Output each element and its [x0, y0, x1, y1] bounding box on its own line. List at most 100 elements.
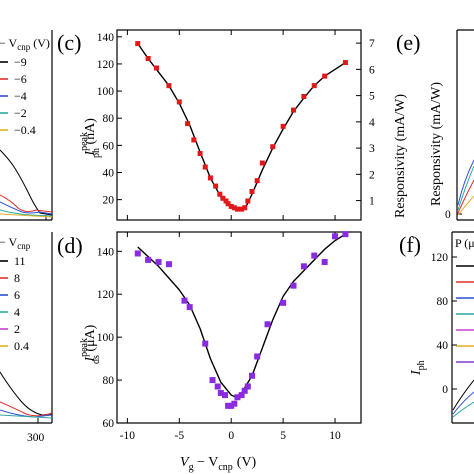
data-point [217, 389, 224, 396]
data-point [280, 299, 287, 306]
data-point [191, 137, 197, 143]
panel-d-y-axis-title: Ipeakds (μA) [79, 324, 102, 364]
data-point [259, 160, 265, 166]
data-point [301, 94, 307, 99]
panel-d-ticks: 60 80 100 120 140 -10 -5 0 5 10 [97, 232, 341, 442]
panel-f-y-axis-title: Iph [409, 360, 427, 376]
data-point [248, 372, 255, 379]
data-point [134, 250, 141, 257]
y2-tick-label: 2 [369, 169, 375, 181]
y-tick-label: 40 [103, 168, 115, 180]
data-point [234, 394, 241, 401]
data-point [145, 256, 152, 263]
left-top-legend: −9 −6 −4 −2 −0.4 [0, 55, 36, 137]
y2-tick-label: 4 [369, 117, 375, 129]
data-point [254, 353, 261, 360]
panel-c-y-axis-title: Ipeakph (nA) [79, 118, 102, 158]
data-point [165, 261, 172, 268]
panel-d-frame [116, 231, 362, 424]
panel-f-partial: (f) P (μ 120 80 40 0 Iph [399, 231, 474, 424]
left-bottom-legend-title: − Vcnp [0, 235, 31, 251]
x-tick-label: -5 [175, 430, 185, 442]
data-point [245, 198, 251, 204]
data-point [153, 65, 159, 71]
panel-f-tick-label: 80 [437, 296, 449, 308]
panel-e-y-axis-title: Responsivity (mA/W) [429, 82, 444, 206]
y-tick-label: 140 [97, 246, 115, 258]
data-point [135, 41, 141, 47]
left-top-curve-red [0, 194, 53, 213]
panel-f-tick-label: 0 [442, 384, 448, 396]
y-tick-label: 80 [103, 113, 115, 125]
legend-label: 11 [14, 254, 26, 268]
data-point [185, 121, 191, 127]
data-point [231, 400, 238, 407]
data-point [207, 175, 213, 181]
fit-curve [137, 43, 346, 210]
data-point [291, 107, 297, 113]
legend-label: 8 [14, 271, 20, 285]
left-bottom-curve-black [0, 371, 53, 416]
panel-e-partial: (e) 0 Responsivity (mA/W) [396, 29, 474, 221]
left-panel-top: − Vcnp (V) −9 −6 −4 −2 −0.4 [0, 30, 53, 221]
y-tick-label: 80 [103, 375, 115, 387]
data-point [225, 402, 232, 409]
panel-c: (c) 20 40 60 80 100 120 140 1 2 3 4 5 6 7 Ipeakph (nA… [57, 29, 408, 221]
data-point [176, 99, 182, 105]
data-point [228, 203, 234, 209]
left-top-curve-blue [0, 201, 53, 215]
data-point [332, 233, 339, 240]
data-point [181, 297, 188, 304]
left-top-curve-black [0, 149, 53, 216]
x-tick-label: 0 [228, 430, 234, 442]
data-point [202, 164, 208, 170]
panel-e-label: (e) [396, 30, 420, 55]
y2-tick-label: 1 [369, 196, 375, 208]
y2-tick-label: 7 [369, 38, 375, 50]
panel-d-markers [134, 231, 349, 409]
data-point [234, 206, 240, 212]
y-tick-label: 120 [97, 59, 115, 71]
data-point [155, 259, 162, 266]
panel-f-ticks: 120 80 40 0 [431, 252, 457, 396]
data-point [321, 259, 328, 266]
data-point [290, 282, 297, 289]
data-point [231, 205, 237, 211]
panel-f-tick-label: 120 [431, 252, 449, 264]
y2-tick-label: 3 [369, 143, 375, 155]
data-point [225, 201, 231, 207]
data-point [221, 392, 228, 399]
panel-c-fit-line [137, 43, 346, 210]
x-tick-label: 5 [280, 430, 286, 442]
data-point [280, 123, 286, 129]
data-point [270, 144, 276, 150]
panel-d-x-axis-title: Vg − Vcnp (V) [180, 455, 257, 473]
data-point [242, 205, 248, 211]
y-tick-label: 20 [103, 195, 115, 207]
legend-label: 4 [14, 305, 20, 319]
panel-f-legend-lines [456, 265, 474, 363]
data-point [223, 198, 229, 204]
legend-label: 6 [14, 288, 20, 302]
data-point [202, 340, 209, 347]
data-point [186, 304, 193, 311]
data-point [238, 392, 245, 399]
legend-label: 0.4 [14, 339, 29, 353]
data-point [342, 231, 349, 238]
data-point [145, 56, 151, 61]
left-bottom-legend: 11 8 6 4 2 0.4 [0, 254, 29, 353]
panel-f-label: (f) [399, 232, 421, 257]
legend-label: −4 [14, 89, 27, 103]
left-panel-bottom: 300 − Vcnp 11 8 6 4 2 0.4 [0, 232, 53, 444]
panel-e-tick-0: 0 [445, 209, 451, 221]
data-point [220, 195, 226, 201]
y-tick-label: 100 [97, 86, 115, 98]
data-point [322, 73, 328, 79]
legend-label: −9 [14, 55, 27, 69]
y2-tick-label: 6 [369, 64, 375, 76]
panel-d-label: (d) [57, 233, 83, 258]
data-point [228, 402, 235, 409]
x-tick-label: -10 [120, 430, 136, 442]
data-point [311, 252, 318, 259]
